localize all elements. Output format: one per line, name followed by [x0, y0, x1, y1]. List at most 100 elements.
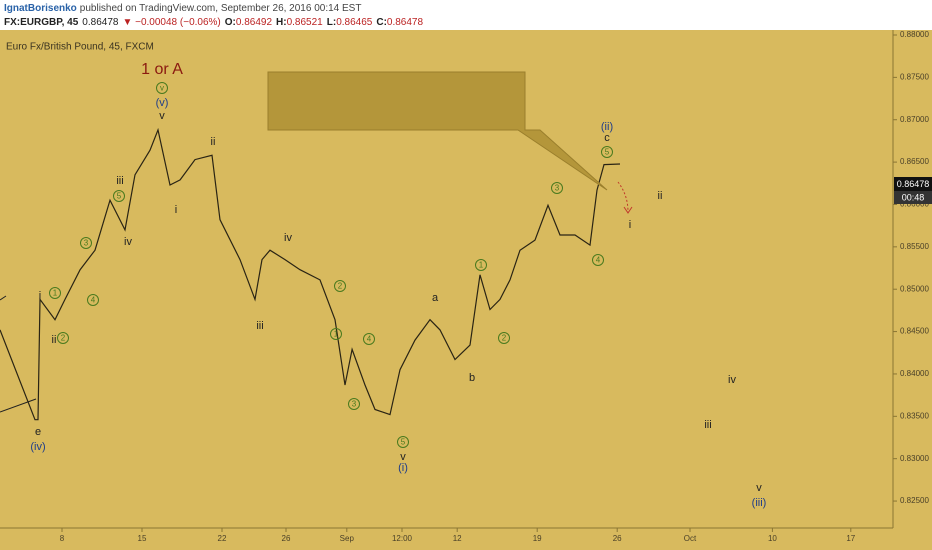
- price-tag-bg: [894, 177, 932, 191]
- wave-label: iv: [124, 236, 132, 248]
- wave-label: 4: [91, 296, 96, 305]
- x-tick-label: 22: [218, 534, 227, 543]
- legend: Euro Fx/British Pound, 45, FXCM: [6, 42, 154, 53]
- wave-label: 2: [502, 334, 507, 343]
- wave-label: 1: [479, 261, 484, 270]
- wave-label: i: [629, 219, 631, 231]
- trendline: [0, 398, 37, 413]
- y-tick-label: 0.86000: [900, 200, 929, 209]
- wave-label: v: [756, 482, 762, 494]
- wave-circle: [156, 82, 168, 94]
- wave-label: 2: [61, 334, 66, 343]
- last: 0.86478: [82, 17, 119, 28]
- wave-label: 1 or A: [141, 61, 183, 78]
- wave-circle: [348, 398, 360, 410]
- wave-label: (i): [398, 462, 408, 474]
- wave-label: v: [160, 84, 164, 93]
- y-tick-label: 0.82500: [900, 496, 929, 505]
- wave-label: (v): [156, 97, 169, 109]
- wave-circle: [592, 254, 604, 266]
- wave-label: iii: [116, 175, 123, 187]
- wave-label: b: [469, 372, 475, 384]
- projection-arrow-head: [623, 206, 633, 214]
- y-tick-label: 0.84000: [900, 369, 929, 378]
- y-tick-label: 0.86500: [900, 157, 929, 166]
- x-tick-label: 15: [138, 534, 147, 543]
- header-line-1: IgnatBorisenko published on TradingView.c…: [4, 3, 361, 14]
- wave-label: (ii): [601, 121, 613, 133]
- header-bg: [0, 0, 932, 30]
- ohlc-label: L:: [327, 17, 336, 28]
- y-tick-label: 0.83000: [900, 454, 929, 463]
- x-tick-label: 10: [768, 534, 777, 543]
- wave-label: 5: [117, 192, 122, 201]
- ohlc-label: C:: [376, 17, 387, 28]
- y-tick-label: 0.84500: [900, 327, 929, 336]
- header-line-2: FX:EURGBP, 45 0.86478 ▼ −0.00048 (−0.06%) O…: [4, 17, 423, 28]
- wave-label: 2: [338, 282, 343, 291]
- wave-label: (iii): [752, 497, 767, 509]
- wave-circle: [475, 259, 487, 271]
- wave-label: v: [159, 110, 165, 122]
- wave-circle: [363, 333, 375, 345]
- ohlc-value: 0.86492: [236, 17, 273, 28]
- trendline: [0, 295, 7, 301]
- wave-label: 4: [596, 256, 601, 265]
- wave-circle: [397, 436, 409, 448]
- wave-label: (iv): [30, 441, 45, 453]
- wave-label: i: [39, 290, 41, 302]
- wave-label: 3: [84, 239, 89, 248]
- wave-circle: [87, 294, 99, 306]
- wave-label: 1: [334, 330, 339, 339]
- wave-label: 3: [555, 184, 560, 193]
- callout-box: [267, 71, 608, 191]
- x-tick-label: 17: [846, 534, 855, 543]
- x-tick-label: 8: [60, 534, 65, 543]
- wave-circle: [551, 182, 563, 194]
- countdown-bg: [894, 191, 932, 204]
- price-line: [0, 127, 621, 421]
- author[interactable]: IgnatBorisenko: [4, 3, 77, 14]
- ohlc-value: 0.86465: [336, 17, 373, 28]
- x-tick-label: 19: [533, 534, 542, 543]
- symbol: FX:EURGBP, 45: [4, 17, 79, 28]
- wave-label: 5: [605, 148, 610, 157]
- wave-circle: [80, 237, 92, 249]
- countdown: 00:48: [902, 192, 925, 202]
- ohlc-value: 0.86521: [287, 17, 324, 28]
- published: published on TradingView.com, September …: [80, 3, 362, 14]
- wave-label: 4: [367, 335, 372, 344]
- y-tick-label: 0.85000: [900, 284, 929, 293]
- y-tick-label: 0.87000: [900, 115, 929, 124]
- wave-label: e: [35, 426, 41, 438]
- wave-label: iii: [256, 320, 263, 332]
- x-tick-label: 26: [613, 534, 622, 543]
- x-tick-label: 12: [453, 534, 462, 543]
- y-tick-label: 0.85500: [900, 242, 929, 251]
- wave-label: ii: [658, 190, 663, 202]
- wave-label: iv: [728, 374, 736, 386]
- wave-label: c: [604, 132, 610, 144]
- price-tag: 0.86478: [897, 179, 930, 189]
- y-tick-label: 0.83500: [900, 411, 929, 420]
- projection-arrow: [617, 181, 629, 213]
- wave-label: 1: [53, 289, 58, 298]
- ohlc-value: 0.86478: [387, 17, 424, 28]
- wave-circle: [334, 280, 346, 292]
- ohlc-label: O:: [225, 17, 236, 28]
- y-tick-label: 0.87500: [900, 72, 929, 81]
- wave-label: a: [432, 292, 439, 304]
- wave-circle: [330, 328, 342, 340]
- x-tick-label: Oct: [684, 534, 697, 543]
- wave-label: 5: [401, 438, 406, 447]
- y-tick-label: 0.88000: [900, 30, 929, 39]
- wave-circle: [113, 190, 125, 202]
- ohlc-label: H:: [276, 17, 287, 28]
- x-tick-label: Sep: [340, 534, 355, 543]
- change: ▼ −0.00048 (−0.06%): [122, 17, 220, 28]
- wave-circle: [601, 146, 613, 158]
- x-tick-label: 26: [282, 534, 291, 543]
- wave-circle: [49, 287, 61, 299]
